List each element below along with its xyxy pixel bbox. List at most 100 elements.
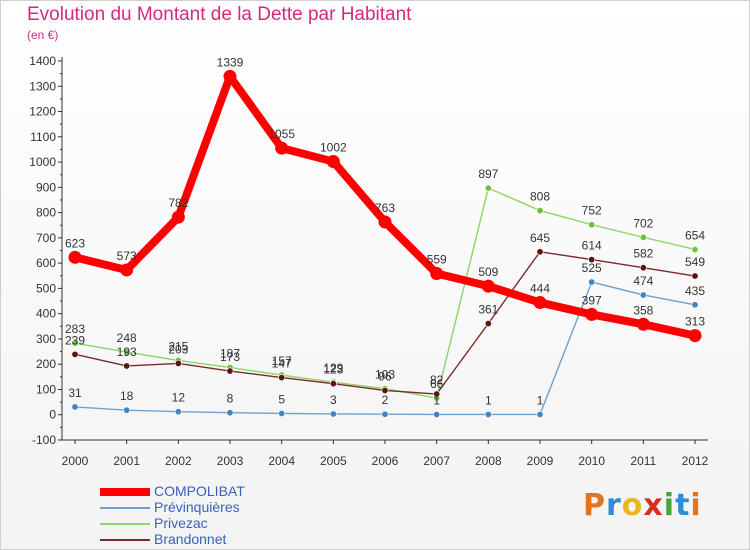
data-point-brandonnet [174, 359, 182, 367]
data-point-brandonnet [588, 256, 596, 264]
data-label-privezac: 215 [168, 339, 188, 353]
data-label-compolibat: 358 [633, 303, 653, 317]
data-point-previnquieres [174, 408, 182, 416]
data-point-compolibat [585, 307, 599, 321]
proxiti-logo: Proxiti [583, 488, 702, 523]
x-tick-label: 2010 [578, 454, 605, 468]
legend-label: COMPOLIBAT [154, 483, 245, 499]
data-label-previnquieres: 525 [582, 261, 602, 275]
logo-letter: r [606, 488, 622, 523]
x-tick-label: 2009 [527, 454, 554, 468]
y-tick-label: 1300 [29, 79, 56, 93]
data-point-brandonnet [71, 350, 79, 358]
legend-swatch [100, 523, 150, 525]
data-label-privezac: 702 [633, 216, 653, 230]
data-label-compolibat: 623 [65, 236, 85, 250]
x-tick-label: 2002 [165, 454, 192, 468]
data-label-privezac: 187 [220, 346, 240, 360]
x-tick-label: 2008 [475, 454, 502, 468]
data-label-compolibat: 397 [582, 293, 602, 307]
data-point-previnquieres [639, 291, 647, 299]
chart-title: Evolution du Montant de la Dette par Hab… [27, 4, 412, 25]
legend-item: Brandonnet [100, 531, 360, 548]
data-label-compolibat: 1339 [217, 55, 244, 69]
logo-letter: o [621, 488, 644, 523]
data-label-previnquieres: 5 [278, 392, 285, 406]
legend-label: Brandonnet [154, 531, 227, 547]
x-tick-label: 2011 [630, 454, 656, 468]
data-label-previnquieres: 12 [172, 391, 186, 405]
data-label-brandonnet: 173 [220, 350, 240, 364]
data-point-privezac [123, 348, 131, 356]
y-tick-label: 100 [36, 382, 56, 396]
data-label-previnquieres: 2 [382, 393, 389, 407]
chart-legend: COMPOLIBAT Prévinquières Privezac Brandonne… [100, 483, 360, 548]
data-label-previnquieres: 31 [68, 386, 82, 400]
y-tick-label: 1000 [29, 155, 56, 169]
data-point-previnquieres [329, 410, 337, 418]
data-label-previnquieres: 8 [227, 392, 234, 406]
data-label-previnquieres: 1 [485, 393, 492, 407]
data-point-compolibat [378, 215, 392, 229]
data-point-brandonnet [278, 374, 286, 382]
data-point-compolibat [481, 279, 495, 293]
data-point-compolibat [275, 141, 289, 155]
data-point-brandonnet [329, 380, 337, 388]
data-point-previnquieres [691, 301, 699, 309]
data-point-compolibat [68, 250, 82, 264]
y-tick-label: -100 [32, 433, 56, 447]
x-tick-label: 2012 [682, 454, 709, 468]
data-label-privezac: 248 [117, 331, 137, 345]
legend-item: Privezac [100, 515, 360, 532]
data-point-privezac [484, 184, 492, 192]
logo-letter: t [675, 488, 691, 523]
legend-item: COMPOLIBAT [100, 483, 360, 500]
data-label-brandonnet: 614 [582, 239, 602, 253]
data-label-brandonnet: 123 [323, 363, 343, 377]
data-label-previnquieres: 1 [433, 393, 440, 407]
data-label-previnquieres: 3 [330, 393, 337, 407]
y-tick-label: 1100 [30, 130, 56, 144]
x-tick-label: 2006 [372, 454, 399, 468]
data-point-compolibat [171, 210, 185, 224]
data-label-brandonnet: 96 [378, 369, 392, 383]
data-label-previnquieres: 1 [537, 393, 544, 407]
data-label-compolibat: 782 [168, 196, 188, 210]
legend-item: Prévinquières [100, 499, 360, 516]
data-point-privezac [588, 221, 596, 229]
data-label-compolibat: 573 [117, 249, 137, 263]
y-tick-label: 1400 [29, 54, 56, 68]
data-point-previnquieres [278, 409, 286, 417]
data-label-previnquieres: 18 [120, 389, 134, 403]
data-label-privezac: 66 [430, 377, 444, 391]
y-tick-label: 300 [36, 332, 56, 346]
data-label-compolibat: 763 [375, 201, 395, 215]
data-label-brandonnet: 582 [633, 247, 653, 261]
data-label-privezac: 283 [65, 322, 85, 336]
data-point-previnquieres [588, 278, 596, 286]
data-point-brandonnet [123, 362, 131, 370]
data-point-privezac [71, 339, 79, 347]
x-tick-label: 2004 [268, 454, 295, 468]
y-tick-label: 500 [36, 281, 56, 295]
data-point-brandonnet [433, 390, 441, 398]
data-label-privezac: 129 [323, 361, 343, 375]
y-tick-label: 200 [36, 357, 56, 371]
data-label-compolibat: 509 [478, 265, 498, 279]
data-point-privezac [691, 245, 699, 253]
y-tick-label: 800 [36, 206, 56, 220]
data-label-privezac: 808 [530, 190, 550, 204]
logo-letter: i [690, 488, 702, 523]
y-tick-label: 600 [36, 256, 56, 270]
data-label-compolibat: 1055 [268, 127, 295, 141]
data-point-previnquieres [71, 403, 79, 411]
data-label-privezac: 752 [582, 204, 602, 218]
legend-swatch [100, 539, 150, 541]
logo-letter: P [583, 488, 606, 523]
data-point-brandonnet [484, 320, 492, 328]
data-point-previnquieres [536, 410, 544, 418]
data-label-privezac: 103 [375, 368, 395, 382]
x-tick-label: 2003 [217, 454, 244, 468]
data-point-compolibat [223, 69, 237, 83]
legend-label: Prévinquières [154, 499, 240, 515]
